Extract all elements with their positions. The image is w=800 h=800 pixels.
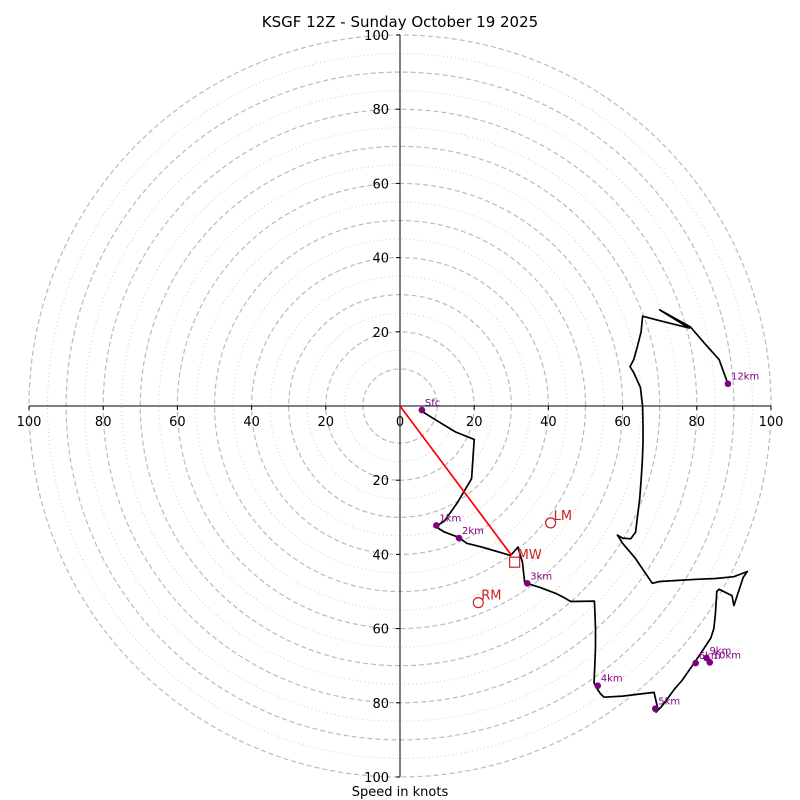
y-tick-label: 40 (372, 252, 389, 267)
shear-vector (399, 405, 513, 557)
storm-motion-label: RM (481, 589, 501, 604)
x-tick-label: 40 (540, 415, 557, 430)
bulk-shear-line (399, 405, 513, 557)
wind-trace (419, 309, 749, 713)
chart-title: KSGF 12Z - Sunday October 19 2025 (262, 13, 538, 31)
height-marker-dot (418, 406, 426, 414)
height-marker-dot (523, 580, 531, 587)
x-tick-label: 60 (169, 415, 186, 430)
storm-motion-circle (545, 517, 557, 529)
y-tick-label: 100 (364, 771, 389, 786)
height-marker-label: 12km (731, 372, 759, 383)
mean-wind-square (509, 556, 521, 568)
storm-motion-label: MW (518, 548, 542, 563)
tick-labels: 100 80 60 40 20 0 20 40 60 80 100 100 80 60 40 20 20 40 60… (17, 29, 784, 786)
height-marker-dot (724, 380, 732, 388)
y-tick-label: 20 (372, 474, 389, 489)
x-axis-label: Speed in knots (352, 785, 449, 800)
height-marker-dot (433, 522, 440, 529)
height-marker-label: 9km (709, 646, 731, 657)
height-marker-dot (692, 659, 699, 667)
height-marker-dot (594, 682, 602, 690)
x-tick-label: 100 (759, 415, 784, 430)
height-marker-label: 6km (699, 651, 721, 662)
y-tick-label: 100 (364, 29, 389, 44)
x-tick-label: 80 (95, 415, 112, 430)
storm-motion-markers: LM MW RM (472, 509, 572, 609)
height-marker-label: Sfc (425, 398, 440, 409)
x-tick-label: 0 (396, 415, 404, 430)
height-marker-dot (651, 705, 659, 713)
y-tick-label: 80 (372, 103, 389, 118)
storm-motion-label: LM (554, 509, 572, 524)
x-tick-label: 100 (17, 415, 42, 430)
x-tick-label: 20 (318, 415, 335, 430)
height-marker-label: 5km (658, 697, 680, 708)
height-marker-dot (706, 659, 714, 666)
x-tick-label: 20 (466, 415, 483, 430)
y-tick-label: 20 (372, 326, 389, 341)
x-tick-label: 60 (614, 415, 631, 430)
height-marker-label: 1km (439, 513, 461, 524)
height-marker-dot (455, 534, 463, 542)
y-tick-label: 60 (372, 177, 389, 192)
height-marker-label: 4km (601, 674, 623, 685)
y-tick-label: 60 (372, 623, 389, 638)
y-tick-label: 40 (372, 548, 389, 563)
height-marker-label: 3km (530, 571, 552, 582)
x-tick-label: 80 (689, 415, 706, 430)
hodograph-trace (419, 309, 749, 713)
height-marker-label: 10km (713, 650, 741, 661)
x-tick-label: 40 (243, 415, 260, 430)
height-marker-label: 2km (462, 526, 484, 537)
y-tick-label: 80 (372, 697, 389, 712)
storm-motion-circle (472, 597, 484, 609)
